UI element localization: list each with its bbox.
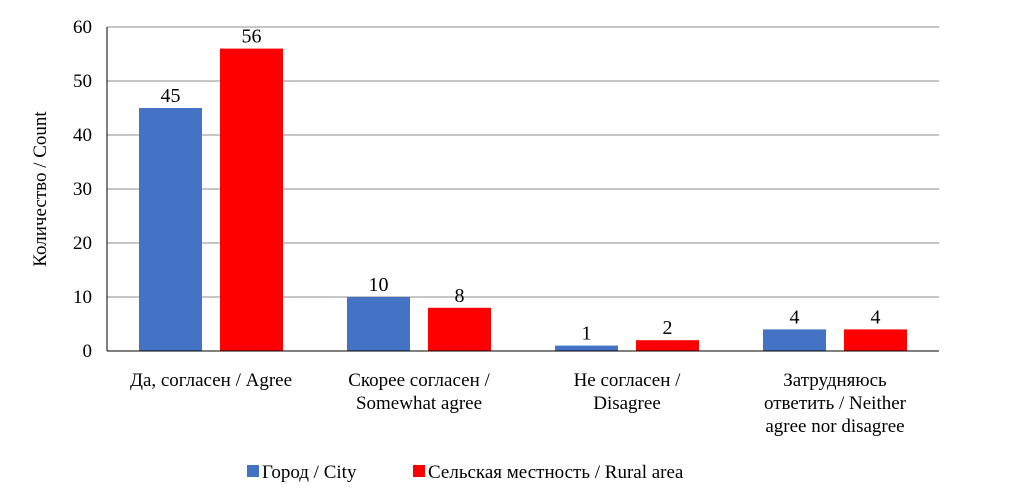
- bar-rural-2: [428, 307, 491, 351]
- x-category-label: Затрудняюсь ответить / Neither agree nor d…: [764, 370, 907, 437]
- y-tick-label: 0: [83, 341, 93, 362]
- data-label: 45: [161, 85, 181, 107]
- data-label: 4: [871, 306, 881, 328]
- legend: Город / City Сельская местность / Rural a…: [247, 462, 684, 483]
- legend-label: Город / City: [262, 462, 357, 483]
- legend-swatch: [247, 465, 259, 477]
- y-axis-title: Количество / Count: [30, 111, 51, 267]
- bar-city-2: [347, 297, 410, 351]
- x-category-label: Не согласен / Disagree: [574, 370, 682, 414]
- data-label: 10: [369, 274, 389, 296]
- data-labels: 45 56 10 8 1 2 4 4: [161, 26, 881, 345]
- y-tick-label: 60: [73, 17, 92, 38]
- x-category-label: Скорее согласен / Somewhat agree: [348, 370, 490, 414]
- data-label: 56: [242, 26, 262, 48]
- bar-rural-3: [636, 340, 699, 351]
- y-tick-label: 20: [73, 233, 92, 254]
- bar-city-1: [139, 108, 202, 351]
- data-label: 8: [455, 285, 465, 307]
- x-category-label: Да, согласен / Agree: [130, 370, 292, 391]
- legend-swatch: [413, 465, 425, 477]
- bar-rural-4: [844, 329, 907, 351]
- legend-label: Сельская местность / Rural area: [428, 462, 684, 483]
- y-tick-label: 40: [73, 125, 92, 146]
- y-tick-label: 10: [73, 287, 92, 308]
- data-label: 4: [790, 306, 800, 328]
- data-label: 1: [582, 323, 592, 345]
- bar-city-3: [555, 345, 618, 351]
- axes: 0 10 20 30 40 50 60 Да, согласен / Agree Скорее …: [73, 17, 939, 437]
- bar-rural-1: [220, 48, 283, 351]
- bar-city-4: [763, 329, 826, 351]
- y-tick-label: 30: [73, 179, 92, 200]
- bars: [139, 48, 907, 351]
- data-label: 2: [663, 317, 673, 339]
- y-tick-label: 50: [73, 71, 92, 92]
